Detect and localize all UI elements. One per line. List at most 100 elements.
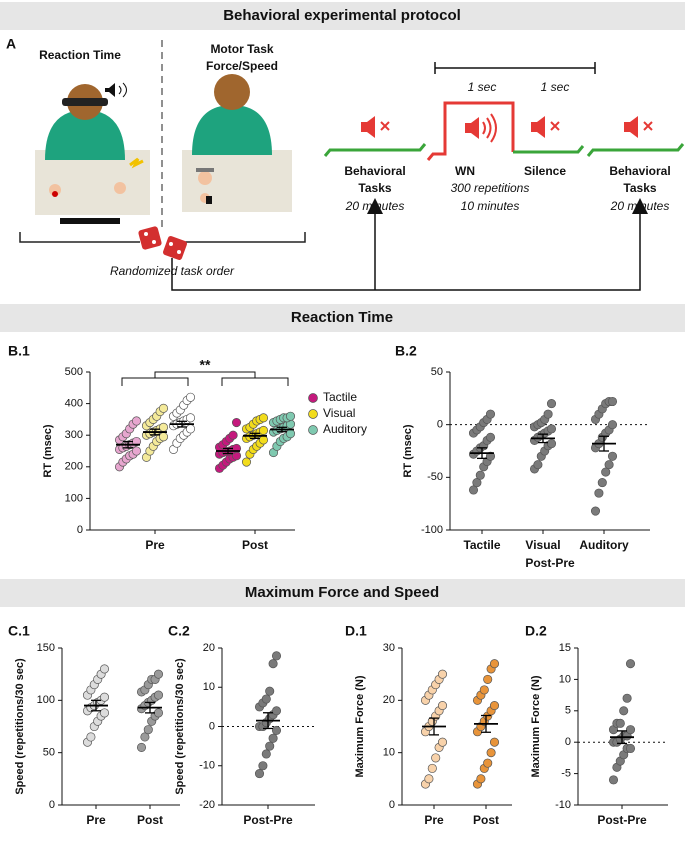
data-point [625, 725, 636, 735]
data-point [546, 424, 557, 434]
data-point [258, 413, 269, 423]
muted-speaker [361, 116, 390, 138]
timeline [513, 143, 685, 157]
data-point [625, 659, 636, 669]
data-point [489, 659, 500, 669]
data-point [601, 467, 611, 477]
block-title: Silence [524, 164, 566, 178]
data-point [615, 718, 625, 728]
data-point [475, 470, 485, 480]
data-point [437, 737, 448, 747]
data-point [607, 451, 618, 461]
panel-label: C.2 [168, 623, 190, 639]
data-point [485, 432, 496, 442]
y-axis-label: Speed (repetitions/30 sec) [174, 658, 186, 795]
data-point [258, 761, 268, 771]
data-point [546, 439, 557, 449]
data-point [136, 742, 147, 752]
panel-label: D.2 [525, 623, 547, 639]
data-point [254, 769, 265, 779]
data-point [625, 743, 636, 754]
data-point [99, 664, 110, 674]
y-tick-label: 0 [49, 799, 55, 811]
x-tick-label: Post [137, 813, 163, 827]
data-point [131, 416, 142, 426]
x-tick-label: Post [473, 813, 499, 827]
y-axis-label: Maximum Force (N) [530, 675, 542, 777]
legend-label: Visual [323, 406, 355, 420]
y-tick-label: -5 [561, 768, 571, 780]
y-tick-label: 10 [383, 747, 395, 759]
block-title: Tasks [623, 181, 656, 195]
y-tick-label: 15 [559, 642, 571, 654]
y-tick-label: 50 [43, 747, 55, 759]
data-point [594, 488, 604, 498]
y-tick-label: 400 [65, 398, 83, 410]
y-tick-label: 50 [431, 366, 443, 378]
data-point [261, 694, 271, 704]
y-tick-label: 20 [203, 642, 215, 654]
data-point [489, 701, 500, 711]
y-tick-label: 100 [37, 694, 55, 706]
y-tick-label: 0 [437, 419, 443, 431]
wn-pulse [426, 101, 515, 161]
block-title: WN [455, 164, 475, 178]
y-tick-label: 150 [37, 642, 55, 654]
data-point [485, 451, 496, 461]
data-point [231, 418, 242, 428]
y-tick-label: 10 [203, 681, 215, 693]
data-point [268, 733, 278, 743]
y-tick-label: -20 [199, 799, 215, 811]
data-point [483, 758, 493, 768]
data-point [258, 425, 269, 436]
muted-speaker [531, 116, 560, 138]
x-tick-label: Tactile [463, 538, 500, 552]
y-axis-label: Speed (repetitions/30 sec) [14, 658, 26, 795]
y-tick-label: 300 [65, 429, 83, 441]
x-tick-label: Auditory [579, 538, 629, 552]
panel-label: B.2 [395, 343, 417, 359]
data-point [424, 774, 434, 784]
dice [138, 226, 187, 260]
data-point [265, 741, 275, 751]
data-point [158, 432, 169, 442]
y-tick-label: 20 [383, 694, 395, 706]
panel-label: B.1 [8, 343, 30, 359]
block-title: Tasks [358, 181, 391, 195]
data-point [258, 435, 269, 445]
data-point [265, 686, 275, 696]
y-tick-label: 200 [65, 461, 83, 473]
y-tick-label: 5 [565, 705, 571, 717]
data-point [546, 399, 557, 409]
data-point [427, 763, 437, 773]
y-tick-label: 30 [383, 642, 395, 654]
data-point [228, 430, 238, 440]
data-point [604, 460, 614, 470]
data-point [131, 446, 142, 456]
speaker [465, 113, 497, 143]
data-point [271, 706, 282, 716]
data-point [543, 409, 553, 419]
data-point [158, 422, 169, 432]
data-point [99, 708, 110, 718]
data-point [153, 669, 164, 679]
block-duration: 10 minutes [461, 199, 520, 213]
x-tick-label: Post-Pre [597, 813, 647, 827]
bracket [19, 232, 306, 243]
block-detail: 300 repetitions [451, 181, 530, 195]
x-tick-label: Post [242, 538, 268, 552]
y-axis-label: RT (msec) [402, 424, 414, 478]
data-point [476, 774, 486, 784]
banner [0, 304, 685, 332]
x-axis-label: Post-Pre [525, 556, 575, 570]
data-point [437, 669, 448, 679]
task-title: Motor Task [210, 42, 273, 56]
banner [0, 2, 685, 30]
block-duration: 20 minutes [610, 199, 670, 213]
y-tick-label: 500 [65, 366, 83, 378]
y-tick-label: 0 [389, 799, 395, 811]
data-point [622, 693, 632, 703]
y-tick-label: -10 [555, 799, 571, 811]
y-tick-label: -100 [421, 524, 443, 536]
